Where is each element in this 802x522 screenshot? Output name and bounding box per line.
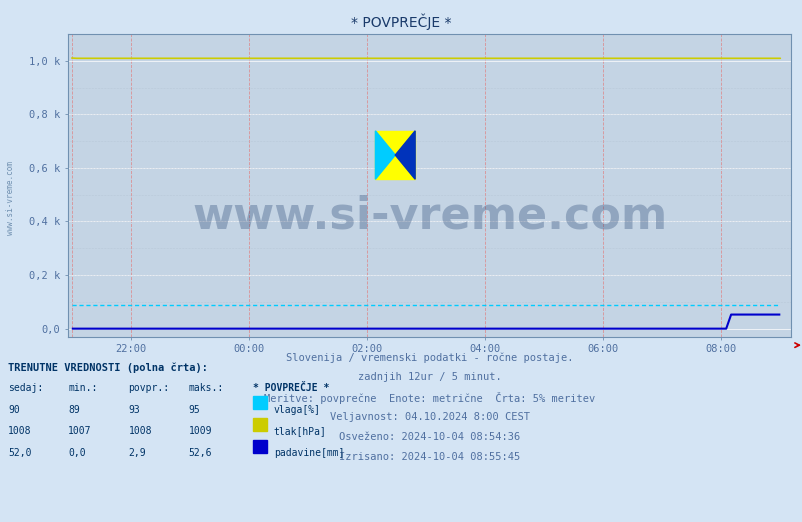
Text: 1009: 1009 <box>188 426 212 436</box>
Text: Veljavnost: 04.10.2024 8:00 CEST: Veljavnost: 04.10.2024 8:00 CEST <box>329 412 529 422</box>
Text: * POVPREČJE *: * POVPREČJE * <box>350 13 452 30</box>
Text: TRENUTNE VREDNOSTI (polna črta):: TRENUTNE VREDNOSTI (polna črta): <box>8 363 208 373</box>
Bar <box>375 131 415 179</box>
Text: * POVPREČJE *: * POVPREČJE * <box>253 383 329 393</box>
Text: Slovenija / vremenski podatki - ročne postaje.: Slovenija / vremenski podatki - ročne po… <box>286 352 573 363</box>
Text: maks.:: maks.: <box>188 383 224 393</box>
Text: sedaj:: sedaj: <box>8 383 43 393</box>
Text: www.si-vreme.com: www.si-vreme.com <box>6 161 15 235</box>
Text: 90: 90 <box>8 405 20 414</box>
Polygon shape <box>395 131 415 179</box>
Text: 52,0: 52,0 <box>8 448 31 458</box>
Text: 2,9: 2,9 <box>128 448 146 458</box>
Text: 0,0: 0,0 <box>68 448 86 458</box>
Text: Osveženo: 2024-10-04 08:54:36: Osveženo: 2024-10-04 08:54:36 <box>338 432 520 442</box>
Text: padavine[mm]: padavine[mm] <box>273 448 344 458</box>
Text: Meritve: povprečne  Enote: metrične  Črta: 5% meritev: Meritve: povprečne Enote: metrične Črta:… <box>264 392 594 404</box>
Text: zadnjih 12ur / 5 minut.: zadnjih 12ur / 5 minut. <box>357 372 501 382</box>
Text: tlak[hPa]: tlak[hPa] <box>273 426 326 436</box>
Text: min.:: min.: <box>68 383 98 393</box>
Polygon shape <box>375 131 395 179</box>
Text: 95: 95 <box>188 405 200 414</box>
Text: 93: 93 <box>128 405 140 414</box>
Text: 1008: 1008 <box>8 426 31 436</box>
Text: www.si-vreme.com: www.si-vreme.com <box>192 194 666 237</box>
Text: povpr.:: povpr.: <box>128 383 169 393</box>
Text: 1007: 1007 <box>68 426 91 436</box>
Text: 1008: 1008 <box>128 426 152 436</box>
Text: 52,6: 52,6 <box>188 448 212 458</box>
Text: Izrisano: 2024-10-04 08:55:45: Izrisano: 2024-10-04 08:55:45 <box>338 452 520 461</box>
Text: vlaga[%]: vlaga[%] <box>273 405 321 414</box>
Text: 89: 89 <box>68 405 80 414</box>
